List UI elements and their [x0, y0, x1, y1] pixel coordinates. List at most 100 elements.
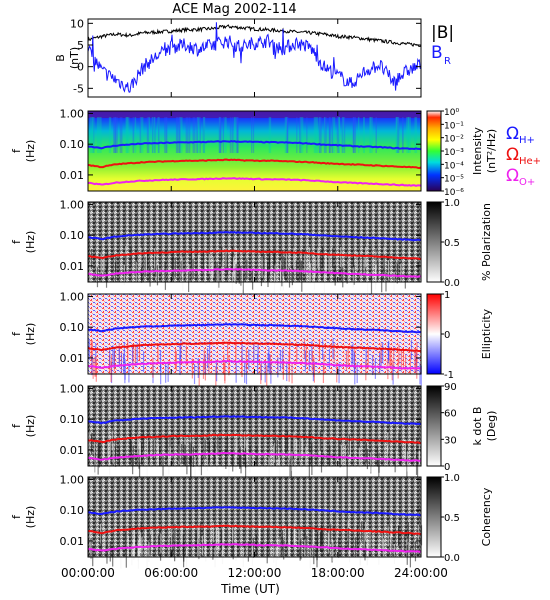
xtick-label: 18:00:00	[311, 566, 365, 580]
kdotb-texture	[273, 442, 276, 463]
ellipticity-texture	[365, 348, 367, 369]
kdotb-spectrogram	[88, 386, 421, 466]
polarization-texture	[400, 263, 402, 284]
ellipticity-texture	[91, 340, 93, 361]
polarization-texture	[363, 255, 365, 276]
intensity-texture	[89, 117, 93, 153]
kdotb-texture	[302, 437, 304, 458]
kdotb-texture	[146, 457, 148, 478]
kdotb-texture	[226, 435, 228, 456]
ellipticity-texture	[143, 351, 145, 372]
ellipticity-texture	[241, 341, 243, 362]
intensity-ytick-label: 0.10	[60, 138, 85, 151]
intensity-texture	[336, 117, 340, 153]
polarization-texture	[226, 254, 228, 275]
ellipticity-texture	[110, 362, 112, 383]
ellipticity-texture	[185, 345, 187, 366]
intensity-texture	[231, 117, 234, 153]
ellipticity-texture	[393, 347, 395, 368]
intensity-texture	[396, 117, 400, 153]
kdotb-texture	[296, 438, 298, 459]
polarization-texture	[251, 269, 254, 290]
ellipticity-ylabel: f	[10, 331, 23, 336]
coherency-texture	[363, 529, 365, 550]
kdotb-texture	[112, 443, 114, 464]
intensity-texture	[164, 117, 167, 153]
ellipticity-texture	[95, 343, 97, 364]
intensity-colorbar-unit: (nT²/Hz)	[485, 129, 498, 173]
kdotb-texture	[109, 435, 111, 456]
ellipticity-texture	[379, 352, 381, 373]
coherency-texture	[145, 528, 147, 549]
legend-omega-h: Ω	[506, 124, 519, 144]
polarization-texture	[149, 266, 151, 287]
kdotb-o-plus-gyrofrequency-line	[87, 452, 422, 462]
polarization-texture	[340, 247, 342, 268]
polarization-texture	[352, 255, 355, 276]
ellipticity-texture	[248, 349, 250, 370]
ellipticity-texture	[318, 339, 321, 360]
coherency-texture	[133, 539, 135, 560]
kdotb-texture	[208, 440, 210, 461]
kdotb-texture	[166, 438, 168, 459]
intensity-ytick-label: 0.01	[60, 169, 85, 182]
kdotb-colorbar-tick-label: 90	[444, 382, 457, 393]
coherency-texture	[321, 524, 323, 545]
intensity-texture	[157, 117, 160, 153]
ellipticity-texture	[353, 352, 356, 373]
polarization-texture	[145, 253, 147, 274]
kdotb-he-plus-gyrofrequency-line	[87, 433, 422, 445]
intensity-texture	[219, 117, 222, 153]
ellipticity-texture	[282, 359, 284, 380]
coherency-colorbar-label: Coherency	[480, 487, 493, 546]
intensity-texture	[318, 117, 322, 153]
kdotb-texture	[206, 451, 208, 472]
kdotb-texture	[142, 430, 145, 451]
ellipticity-texture	[257, 353, 259, 374]
polarization-texture	[365, 246, 367, 267]
kdotb-texture	[225, 449, 227, 470]
ellipticity-texture	[372, 355, 374, 376]
kdotb-colorbar	[426, 385, 442, 467]
coherency-texture	[288, 528, 290, 549]
coherency-o-plus-gyrofrequency-line	[87, 543, 422, 553]
polarization-texture	[238, 263, 240, 284]
intensity-colorbar	[426, 110, 442, 192]
coherency-texture	[221, 544, 224, 565]
intensity-texture	[139, 117, 142, 153]
ellipticity-texture	[409, 354, 411, 375]
polarization-texture	[319, 251, 321, 272]
intensity-texture	[306, 117, 308, 153]
kdotb-texture	[97, 454, 99, 475]
intensity-texture	[132, 117, 135, 153]
ellipticity-texture	[157, 343, 159, 364]
legend-br: B	[431, 43, 443, 63]
coherency-texture	[140, 532, 142, 553]
polarization-texture	[274, 264, 276, 285]
coherency-texture	[137, 541, 139, 562]
ellipticity-texture	[338, 363, 340, 384]
polarization-colorbar	[426, 201, 442, 283]
legend-omega-h-subscript: H+	[519, 135, 535, 146]
coherency-texture	[149, 534, 151, 555]
kdotb-texture	[109, 455, 111, 476]
intensity-texture	[353, 117, 357, 153]
coherency-ylabel: f	[10, 514, 23, 519]
intensity-texture	[158, 117, 160, 153]
ellipticity-texture	[392, 364, 394, 385]
intensity-texture	[218, 117, 222, 153]
polarization-texture	[202, 250, 205, 271]
ellipticity-texture	[175, 351, 177, 372]
coherency-texture	[310, 523, 312, 544]
ellipticity-texture	[235, 362, 237, 383]
intensity-texture	[234, 117, 237, 153]
coherency-texture	[309, 548, 311, 569]
kdotb-texture	[190, 442, 192, 463]
ellipticity-texture	[202, 358, 205, 379]
polarization-texture	[154, 256, 157, 277]
kdotb-texture	[418, 444, 421, 465]
ellipticity-texture	[305, 346, 307, 367]
polarization-texture	[304, 254, 306, 275]
ellipticity-texture	[253, 343, 255, 364]
coherency-texture	[327, 532, 329, 553]
